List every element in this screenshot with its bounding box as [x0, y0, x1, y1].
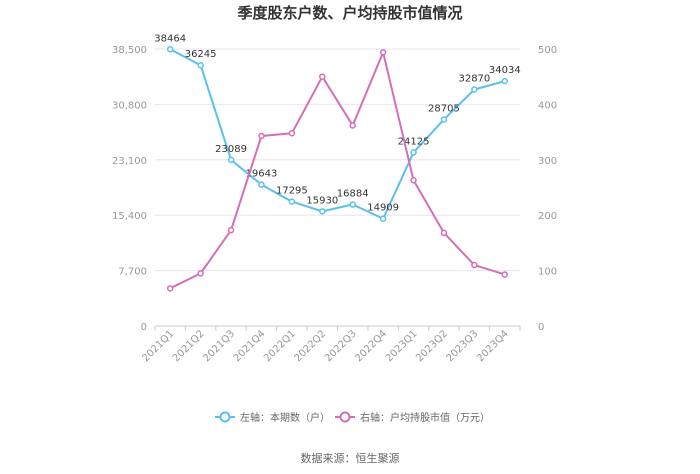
- data-point[interactable]: [471, 86, 478, 93]
- data-point[interactable]: [471, 261, 478, 269]
- x-tick-label: 2021Q4: [232, 328, 268, 364]
- data-point[interactable]: [379, 49, 387, 56]
- y-left-tick-label: 0: [141, 322, 147, 333]
- data-point[interactable]: [501, 77, 509, 85]
- data-point[interactable]: [197, 270, 204, 277]
- legend-label[interactable]: 右轴：户均持股市值（万元）: [360, 411, 490, 424]
- data-point[interactable]: [410, 177, 417, 184]
- data-point[interactable]: [501, 271, 509, 278]
- y-left-tick-label: 7,700: [118, 267, 147, 278]
- legend-label[interactable]: 左轴：本期数（户）: [240, 411, 330, 424]
- data-point[interactable]: [258, 181, 265, 188]
- legend-marker[interactable]: [219, 411, 231, 423]
- y-left-tick-label: 15,400: [112, 211, 147, 222]
- y-right-tick-label: 100: [538, 267, 557, 278]
- data-point[interactable]: [227, 156, 235, 164]
- y-left-tick-label: 38,500: [112, 45, 147, 56]
- x-tick-label: 2023Q3: [445, 328, 481, 364]
- data-point[interactable]: [258, 132, 265, 140]
- data-point[interactable]: [166, 46, 174, 53]
- data-point[interactable]: [379, 215, 387, 222]
- x-tick-label: 2023Q1: [384, 328, 420, 364]
- data-label: 19643: [246, 169, 278, 180]
- data-point[interactable]: [440, 229, 448, 237]
- data-point[interactable]: [349, 201, 356, 208]
- data-point[interactable]: [197, 61, 204, 69]
- data-point[interactable]: [166, 285, 174, 292]
- x-tick-label: 2021Q2: [171, 328, 207, 364]
- x-tick-label: 2021Q3: [201, 328, 237, 364]
- data-label: 36245: [185, 49, 217, 60]
- data-point[interactable]: [440, 116, 448, 123]
- legend-marker[interactable]: [339, 411, 351, 423]
- x-tick-label: 2022Q2: [293, 328, 329, 364]
- x-tick-label: 2022Q1: [262, 328, 298, 364]
- data-point[interactable]: [227, 226, 235, 234]
- data-label: 17295: [276, 186, 308, 197]
- data-label: 32870: [458, 74, 490, 85]
- source-note: 数据来源：恒生聚源: [301, 451, 400, 465]
- x-tick-label: 2021Q1: [140, 328, 176, 364]
- data-point[interactable]: [319, 73, 326, 80]
- chart-title: 季度股东户数、户均持股市值情况: [237, 4, 462, 22]
- data-label: 16884: [337, 189, 369, 200]
- y-right-tick-label: 0: [538, 322, 544, 333]
- data-point[interactable]: [319, 208, 326, 215]
- data-label: 14909: [367, 203, 399, 214]
- x-tick-label: 2022Q3: [323, 328, 359, 364]
- data-label: 24125: [398, 136, 430, 147]
- data-label: 38464: [154, 33, 186, 44]
- x-tick-label: 2022Q4: [353, 328, 389, 364]
- y-right-tick-label: 300: [538, 156, 557, 167]
- data-point[interactable]: [288, 198, 296, 205]
- x-tick-label: 2023Q2: [414, 328, 450, 364]
- series-line-2: [169, 51, 506, 290]
- y-left-tick-label: 23,100: [112, 156, 147, 167]
- data-point[interactable]: [349, 122, 356, 129]
- y-left-tick-label: 30,800: [112, 100, 147, 111]
- data-label: 15930: [306, 195, 338, 206]
- data-point[interactable]: [288, 129, 296, 137]
- y-right-tick-label: 400: [538, 100, 557, 111]
- y-right-tick-label: 200: [538, 211, 557, 222]
- data-label: 34034: [489, 65, 521, 76]
- data-label: 28705: [428, 103, 460, 114]
- series-line-1: [169, 48, 506, 220]
- data-point[interactable]: [410, 149, 417, 156]
- x-tick-label: 2023Q4: [475, 328, 511, 364]
- legend[interactable]: 左轴：本期数（户） 右轴：户均持股市值（万元）: [215, 411, 490, 424]
- y-right-tick-label: 500: [538, 45, 557, 56]
- data-label: 23089: [215, 144, 247, 155]
